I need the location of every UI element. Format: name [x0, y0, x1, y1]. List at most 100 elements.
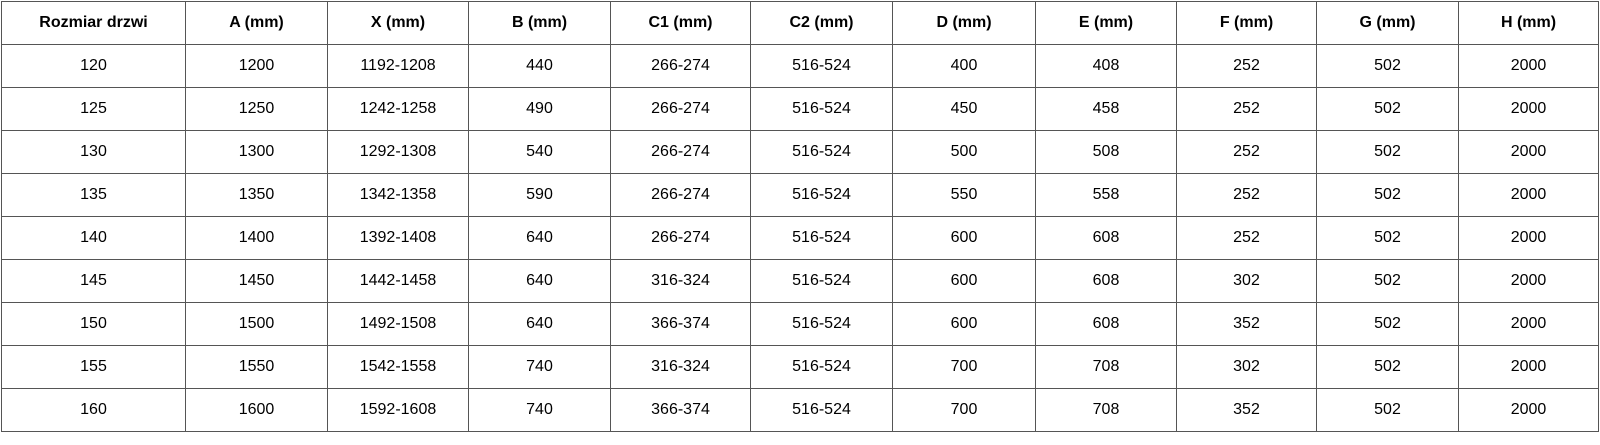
table-cell: 502: [1316, 87, 1459, 131]
table-cell: 502: [1316, 44, 1459, 88]
table-cell: 125: [1, 87, 186, 131]
table-cell: 1200: [185, 44, 328, 88]
table-row: 140 1400 1392-1408 640 266-274 516-524 600 608 2…: [1, 216, 1599, 260]
table-cell: 252: [1176, 173, 1317, 217]
table-cell: 1300: [185, 130, 328, 174]
column-header: C2 (mm): [750, 1, 893, 45]
table-cell: 608: [1035, 259, 1177, 303]
table-row: 130 1300 1292-1308 540 266-274 516-524 500 508 2…: [1, 130, 1599, 174]
table-cell: 266-274: [610, 44, 751, 88]
table-cell: 558: [1035, 173, 1177, 217]
table-row: 125 1250 1242-1258 490 266-274 516-524 450 458 2…: [1, 87, 1599, 131]
table-cell: 490: [468, 87, 611, 131]
header-row: Rozmiar drzwi A (mm) X (mm) B (mm) C1 (mm) C2…: [1, 1, 1599, 45]
table-cell: 1392-1408: [327, 216, 469, 260]
table-cell: 366-374: [610, 302, 751, 346]
table-cell: 700: [892, 388, 1036, 432]
table-cell: 516-524: [750, 87, 893, 131]
table-cell: 1500: [185, 302, 328, 346]
table-cell: 2000: [1458, 388, 1599, 432]
table-cell: 160: [1, 388, 186, 432]
table-cell: 2000: [1458, 216, 1599, 260]
table-cell: 150: [1, 302, 186, 346]
table-row: 155 1550 1542-1558 740 316-324 516-524 700 708 3…: [1, 345, 1599, 389]
table-cell: 1550: [185, 345, 328, 389]
table-cell: 135: [1, 173, 186, 217]
table-cell: 2000: [1458, 87, 1599, 131]
table-cell: 1492-1508: [327, 302, 469, 346]
table-cell: 1542-1558: [327, 345, 469, 389]
table-cell: 2000: [1458, 345, 1599, 389]
table-cell: 1242-1258: [327, 87, 469, 131]
table-cell: 502: [1316, 130, 1459, 174]
table-cell: 1292-1308: [327, 130, 469, 174]
table-cell: 130: [1, 130, 186, 174]
table-cell: 1592-1608: [327, 388, 469, 432]
table-cell: 590: [468, 173, 611, 217]
column-header: E (mm): [1035, 1, 1177, 45]
table-cell: 155: [1, 345, 186, 389]
table-cell: 352: [1176, 302, 1317, 346]
table-cell: 352: [1176, 388, 1317, 432]
table-cell: 2000: [1458, 130, 1599, 174]
table-cell: 366-374: [610, 388, 751, 432]
table-cell: 400: [892, 44, 1036, 88]
table-cell: 252: [1176, 130, 1317, 174]
table-cell: 266-274: [610, 216, 751, 260]
table-cell: 145: [1, 259, 186, 303]
table-cell: 266-274: [610, 87, 751, 131]
column-header: B (mm): [468, 1, 611, 45]
table-cell: 120: [1, 44, 186, 88]
column-header: Rozmiar drzwi: [1, 1, 186, 45]
table-cell: 2000: [1458, 302, 1599, 346]
table-cell: 458: [1035, 87, 1177, 131]
table-cell: 550: [892, 173, 1036, 217]
table-cell: 516-524: [750, 345, 893, 389]
table-cell: 502: [1316, 388, 1459, 432]
table-cell: 640: [468, 259, 611, 303]
table-cell: 140: [1, 216, 186, 260]
table-cell: 600: [892, 216, 1036, 260]
table-cell: 1442-1458: [327, 259, 469, 303]
column-header: G (mm): [1316, 1, 1459, 45]
table-row: 160 1600 1592-1608 740 366-374 516-524 700 708 3…: [1, 388, 1599, 432]
table-cell: 1350: [185, 173, 328, 217]
table-row: 120 1200 1192-1208 440 266-274 516-524 400 408 2…: [1, 44, 1599, 88]
table-cell: 500: [892, 130, 1036, 174]
table-cell: 1450: [185, 259, 328, 303]
table-cell: 516-524: [750, 259, 893, 303]
table-cell: 516-524: [750, 388, 893, 432]
table-cell: 2000: [1458, 173, 1599, 217]
table-cell: 640: [468, 302, 611, 346]
table-cell: 1600: [185, 388, 328, 432]
column-header: H (mm): [1458, 1, 1599, 45]
column-header: F (mm): [1176, 1, 1317, 45]
table-cell: 516-524: [750, 130, 893, 174]
table-cell: 316-324: [610, 345, 751, 389]
table-cell: 252: [1176, 87, 1317, 131]
table-cell: 640: [468, 216, 611, 260]
table-cell: 316-324: [610, 259, 751, 303]
table-cell: 502: [1316, 173, 1459, 217]
table-cell: 1342-1358: [327, 173, 469, 217]
table-cell: 302: [1176, 259, 1317, 303]
table-cell: 502: [1316, 259, 1459, 303]
column-header: X (mm): [327, 1, 469, 45]
table-cell: 740: [468, 345, 611, 389]
table-cell: 440: [468, 44, 611, 88]
table-cell: 502: [1316, 216, 1459, 260]
table-cell: 502: [1316, 302, 1459, 346]
table-cell: 1400: [185, 216, 328, 260]
column-header: A (mm): [185, 1, 328, 45]
table-cell: 608: [1035, 302, 1177, 346]
column-header: D (mm): [892, 1, 1036, 45]
table-cell: 516-524: [750, 302, 893, 346]
table-cell: 600: [892, 259, 1036, 303]
column-header: C1 (mm): [610, 1, 751, 45]
table-row: 150 1500 1492-1508 640 366-374 516-524 600 608 3…: [1, 302, 1599, 346]
table-cell: 266-274: [610, 130, 751, 174]
table-cell: 516-524: [750, 44, 893, 88]
table-cell: 1192-1208: [327, 44, 469, 88]
table-cell: 516-524: [750, 216, 893, 260]
table-cell: 516-524: [750, 173, 893, 217]
